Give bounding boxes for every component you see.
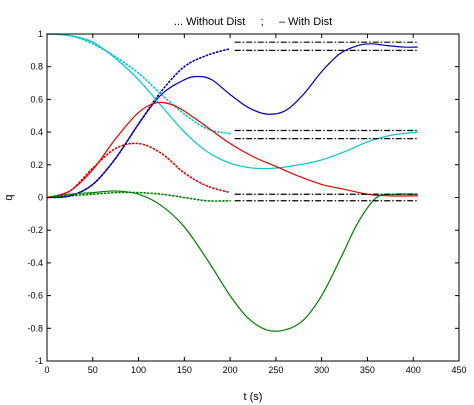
y-tick-label: -0.6 bbox=[27, 291, 43, 301]
series-line-4-dotted bbox=[46, 191, 231, 202]
x-tick-label: 200 bbox=[223, 365, 238, 375]
chart-title: ... Without Dist ; – With Dist bbox=[174, 16, 332, 28]
y-tick-label: -0.2 bbox=[27, 225, 43, 235]
series-line-2-dotted bbox=[46, 33, 231, 135]
plot-frame bbox=[46, 33, 460, 362]
y-tick-label: -0.4 bbox=[27, 258, 43, 268]
x-tick-label: 100 bbox=[131, 365, 146, 375]
series-line-3-dotted bbox=[46, 142, 231, 199]
y-axis: -1 -0.8 -0.6 -0.4 -0.2 0 0.2 0.4 0.6 0.8 1 bbox=[27, 29, 459, 366]
series-line-6-solid bbox=[46, 33, 418, 170]
x-tick-label: 450 bbox=[451, 365, 466, 375]
x-tick-label: 150 bbox=[177, 365, 192, 375]
y-tick-label: 0.8 bbox=[30, 62, 43, 72]
x-tick-label: 0 bbox=[44, 365, 49, 375]
y-tick-label: -0.8 bbox=[27, 323, 43, 333]
series-line-5-solid bbox=[46, 43, 418, 199]
x-tick-label: 300 bbox=[314, 365, 329, 375]
y-tick-label: -1 bbox=[35, 356, 43, 366]
series-layer bbox=[46, 33, 418, 332]
series-line-8-solid bbox=[46, 190, 418, 332]
y-tick-label: 1 bbox=[38, 29, 43, 39]
x-tick-label: 50 bbox=[88, 365, 98, 375]
y-tick-label: 0.2 bbox=[30, 160, 43, 170]
x-tick-label: 250 bbox=[268, 365, 283, 375]
series-line-7-solid bbox=[46, 101, 418, 199]
x-tick-label: 350 bbox=[360, 365, 375, 375]
x-axis-label: t (s) bbox=[244, 391, 263, 403]
y-axis-label: q bbox=[3, 194, 15, 200]
y-tick-label: 0 bbox=[38, 193, 43, 203]
y-tick-label: 0.6 bbox=[30, 94, 43, 104]
y-tick-label: 0.4 bbox=[30, 127, 43, 137]
x-tick-label: 400 bbox=[406, 365, 421, 375]
x-axis: 0 50 100 150 200 250 300 350 400 450 bbox=[44, 34, 467, 375]
